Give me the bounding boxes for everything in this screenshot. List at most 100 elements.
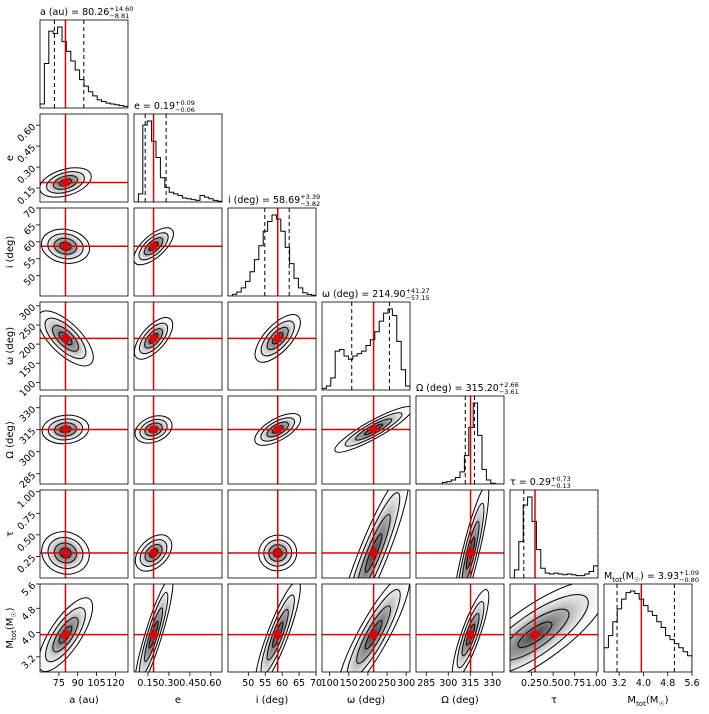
- y-tick-label: 0.60: [16, 122, 39, 145]
- truth-marker: [61, 178, 69, 186]
- panel-frame: [321, 301, 411, 391]
- histogram-step-i: [228, 214, 316, 296]
- contour-level-3: [139, 539, 168, 567]
- x-axis-label-i: i (deg): [256, 695, 289, 706]
- contour-level-2: [356, 605, 391, 664]
- contour-level-4: [337, 490, 410, 578]
- contour-level-4: [134, 534, 173, 572]
- panel-frame: [227, 395, 317, 485]
- contour-level-4: [451, 589, 490, 672]
- panel-frame: [321, 489, 411, 579]
- title-sup: +41.27: [406, 287, 430, 295]
- contour-level-2: [266, 421, 289, 438]
- contour-level-3: [45, 607, 86, 663]
- axis-label-part: ☉: [658, 700, 664, 708]
- histogram-step-omega: [322, 308, 410, 390]
- title-omega: ω (deg) = 214.90+41.27: [322, 287, 430, 300]
- truth-marker: [467, 631, 475, 639]
- title-part: i (deg) = 58.69: [228, 195, 300, 206]
- title-sup: +0.09: [175, 99, 195, 107]
- contour-level-2: [510, 608, 570, 661]
- contour-panel-Mtot-vs-tau: [510, 584, 598, 672]
- panel-frame: [415, 489, 505, 579]
- contour-level-4: [134, 317, 174, 360]
- truth-marker: [467, 549, 475, 557]
- x-axis-label-omega: ω (deg): [347, 695, 385, 706]
- x-tick-label: 90: [72, 678, 84, 689]
- contour-level-3: [47, 418, 84, 441]
- y-axis-label-e: e: [5, 155, 16, 161]
- histogram-panel-Omega: [416, 396, 504, 484]
- contour-panel-tau-vs-omega: [322, 490, 410, 578]
- contour-level-3: [346, 492, 401, 578]
- contour-level-1: [517, 621, 553, 648]
- contour-level-3: [260, 320, 295, 357]
- title-sup: +0.73: [551, 475, 571, 483]
- y-tick-label: 0.30: [16, 164, 39, 187]
- contour-level-3: [139, 418, 168, 440]
- contour-level-2: [144, 544, 163, 562]
- panel-frame: [415, 583, 505, 673]
- truth-marker: [370, 549, 378, 557]
- contour-panel-Omega-vs-e: [134, 396, 222, 484]
- contour-panel-Mtot-vs-i: [228, 584, 316, 672]
- truth-marker: [150, 631, 158, 639]
- y-tick-label: 55: [22, 255, 38, 271]
- title-sub: −0.13: [551, 482, 571, 490]
- axis-label-part: M: [5, 640, 16, 649]
- contour-level-3: [260, 417, 296, 442]
- contour-level-3: [263, 539, 293, 567]
- axis-label-part: tot: [10, 630, 18, 640]
- truth-marker: [370, 631, 378, 639]
- x-tick-label: 70: [310, 678, 322, 689]
- histogram-step-a: [40, 26, 128, 108]
- y-tick-label: 0.75: [16, 510, 39, 533]
- x-tick-label: 65: [293, 678, 305, 689]
- truth-marker: [150, 549, 158, 557]
- x-tick-label: 330: [483, 678, 501, 689]
- title-sub: −0.80: [679, 576, 699, 584]
- y-tick-label: 3.2: [20, 653, 38, 671]
- x-tick-label: 75: [53, 678, 65, 689]
- y-tick-label: 70: [22, 204, 38, 220]
- x-tick-label: 285: [417, 678, 435, 689]
- panel-frame: [227, 583, 317, 673]
- axis-label-part: ): [5, 607, 16, 611]
- truth-marker: [370, 425, 378, 433]
- histogram-step-tau: [510, 496, 598, 578]
- y-tick-label: 285: [18, 470, 39, 491]
- contour-level-4: [254, 314, 301, 363]
- panel-frame: [133, 489, 223, 579]
- panel-frame: [227, 301, 317, 391]
- x-tick-label: 105: [88, 678, 106, 689]
- title-sup: +1.09: [679, 569, 699, 577]
- truth-marker: [61, 425, 69, 433]
- title-e: e = 0.19+0.09: [134, 99, 195, 112]
- contour-level-3: [139, 322, 169, 355]
- y-tick-label: 0.15: [16, 184, 39, 207]
- truth-marker: [274, 334, 282, 342]
- contour-panel-tau-vs-a: [40, 490, 128, 578]
- contour-panel-tau-vs-e: [134, 490, 222, 578]
- panel-frame: [133, 395, 223, 485]
- y-tick-label: 4.0: [20, 629, 38, 647]
- panel-frame: [39, 489, 129, 579]
- contour-panel-Mtot-vs-Omega: [416, 584, 504, 672]
- contour-level-4: [510, 584, 598, 672]
- contour-level-2: [355, 418, 393, 441]
- panel-frame: [509, 489, 599, 579]
- x-tick-label: 0.50: [543, 678, 564, 689]
- x-tick-label: 3.2: [612, 678, 627, 689]
- histogram-panel-a: [40, 20, 128, 108]
- x-tick-label: 0.15: [137, 678, 158, 689]
- contour-panel-tau-vs-Omega: [416, 490, 504, 578]
- title-part: a (au) = 80.26: [40, 7, 109, 18]
- panel-frame: [39, 19, 129, 109]
- contour-level-3: [138, 232, 169, 261]
- axis-label-part: M: [627, 695, 636, 706]
- contour-level-4: [40, 228, 91, 264]
- contour-level-2: [144, 607, 164, 663]
- x-tick-label: 5.6: [684, 678, 699, 689]
- contour-level-3: [346, 589, 401, 672]
